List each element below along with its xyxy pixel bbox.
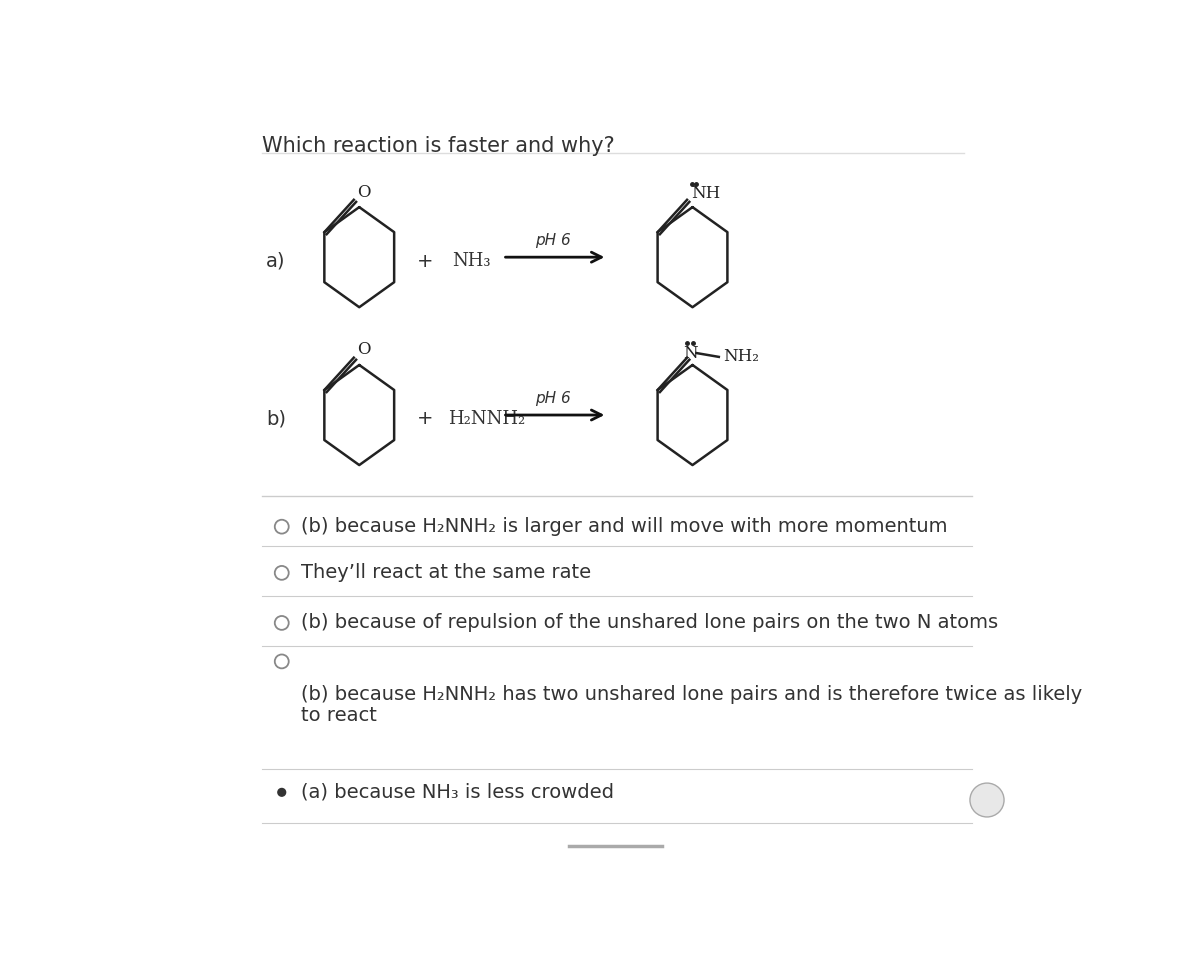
Text: pH 6: pH 6: [535, 391, 571, 405]
Text: NH: NH: [691, 185, 720, 202]
Text: O: O: [356, 184, 371, 201]
Circle shape: [278, 789, 286, 796]
Text: b): b): [266, 409, 287, 428]
Text: pH 6: pH 6: [535, 232, 571, 248]
Text: to react: to react: [301, 706, 377, 725]
Text: (a) because NH₃ is less crowded: (a) because NH₃ is less crowded: [301, 783, 614, 802]
Text: +: +: [416, 409, 433, 428]
Text: a): a): [266, 251, 286, 271]
Text: NH₃: NH₃: [452, 252, 491, 270]
Text: N: N: [683, 344, 697, 361]
Circle shape: [970, 783, 1004, 817]
Text: They’ll react at the same rate: They’ll react at the same rate: [301, 563, 592, 582]
Text: ≡: ≡: [978, 790, 996, 810]
Text: O: O: [356, 341, 371, 358]
Text: H₂NNH₂: H₂NNH₂: [449, 410, 526, 428]
Text: (b) because of repulsion of the unshared lone pairs on the two N atoms: (b) because of repulsion of the unshared…: [301, 614, 998, 633]
Text: NH₂: NH₂: [722, 348, 758, 365]
Text: Which reaction is faster and why?: Which reaction is faster and why?: [263, 137, 616, 156]
Text: (b) because H₂NNH₂ has two unshared lone pairs and is therefore twice as likely: (b) because H₂NNH₂ has two unshared lone…: [301, 684, 1082, 704]
Text: (b) because H₂NNH₂ is larger and will move with more momentum: (b) because H₂NNH₂ is larger and will mo…: [301, 517, 948, 536]
Text: +: +: [416, 251, 433, 271]
